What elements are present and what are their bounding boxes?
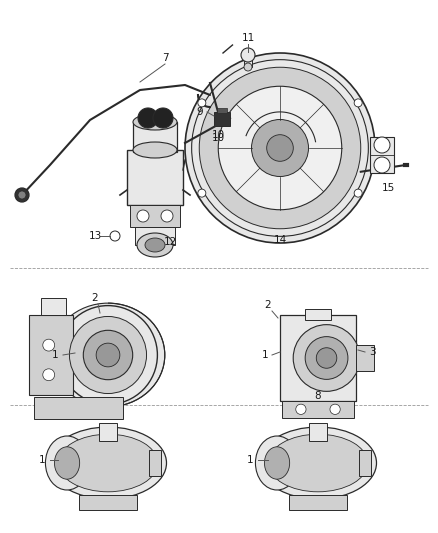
Circle shape <box>110 231 120 241</box>
Bar <box>289 495 347 510</box>
Ellipse shape <box>145 238 165 252</box>
Text: 14: 14 <box>273 235 286 245</box>
Circle shape <box>330 404 340 415</box>
Ellipse shape <box>49 427 166 499</box>
Text: 8: 8 <box>314 391 321 401</box>
Text: 15: 15 <box>381 183 395 193</box>
Bar <box>127 150 183 205</box>
Circle shape <box>15 188 29 202</box>
Bar <box>34 397 123 419</box>
Circle shape <box>293 325 360 391</box>
Circle shape <box>374 157 390 173</box>
Bar <box>135 227 175 245</box>
Circle shape <box>198 99 206 107</box>
Bar <box>217 108 227 113</box>
Text: 1: 1 <box>261 350 268 360</box>
Text: 9: 9 <box>197 107 203 117</box>
Bar <box>244 55 252 67</box>
Circle shape <box>198 189 206 197</box>
Circle shape <box>305 337 348 379</box>
Text: 1: 1 <box>52 350 58 360</box>
Circle shape <box>43 369 55 381</box>
Bar <box>41 298 66 316</box>
Circle shape <box>161 210 173 222</box>
Bar <box>29 316 74 394</box>
Circle shape <box>316 348 337 368</box>
Ellipse shape <box>46 436 88 490</box>
Bar <box>370 137 394 173</box>
Circle shape <box>43 339 55 351</box>
Text: 12: 12 <box>163 237 177 247</box>
Text: 11: 11 <box>241 33 254 43</box>
Circle shape <box>18 191 26 199</box>
Text: 10: 10 <box>212 130 225 140</box>
Bar <box>149 450 161 475</box>
Ellipse shape <box>133 114 177 130</box>
Ellipse shape <box>133 142 177 158</box>
Circle shape <box>96 343 120 367</box>
Bar <box>79 495 137 510</box>
Ellipse shape <box>51 303 165 407</box>
Ellipse shape <box>137 233 173 257</box>
Text: 1: 1 <box>247 455 253 465</box>
Text: 3: 3 <box>369 347 375 357</box>
Text: 1: 1 <box>39 455 45 465</box>
Bar <box>130 205 180 227</box>
Circle shape <box>267 135 293 161</box>
Text: 2: 2 <box>265 300 271 310</box>
Circle shape <box>199 67 361 229</box>
Circle shape <box>153 108 173 128</box>
Bar <box>309 423 327 441</box>
Circle shape <box>83 330 133 379</box>
Circle shape <box>137 210 149 222</box>
Bar <box>214 112 230 126</box>
Bar <box>305 309 331 319</box>
Bar <box>133 122 177 152</box>
Bar <box>282 401 354 418</box>
Circle shape <box>218 86 342 210</box>
Circle shape <box>354 189 362 197</box>
Ellipse shape <box>58 434 158 492</box>
Circle shape <box>192 60 368 236</box>
Bar <box>359 450 371 475</box>
Ellipse shape <box>54 447 80 479</box>
Ellipse shape <box>259 427 377 499</box>
Ellipse shape <box>265 447 290 479</box>
Bar <box>99 423 117 441</box>
Circle shape <box>251 119 308 176</box>
Circle shape <box>241 48 255 62</box>
Circle shape <box>354 99 362 107</box>
Text: 7: 7 <box>162 53 168 63</box>
Circle shape <box>185 53 375 243</box>
Circle shape <box>374 137 390 153</box>
Text: 2: 2 <box>92 293 98 303</box>
Ellipse shape <box>255 436 299 490</box>
Circle shape <box>59 305 157 405</box>
Text: 13: 13 <box>88 231 102 241</box>
Ellipse shape <box>268 434 368 492</box>
Circle shape <box>296 404 306 415</box>
Bar <box>357 345 374 371</box>
Text: 10: 10 <box>212 133 225 143</box>
Circle shape <box>138 108 158 128</box>
Circle shape <box>244 63 252 71</box>
Bar <box>279 315 357 401</box>
Circle shape <box>70 317 147 393</box>
